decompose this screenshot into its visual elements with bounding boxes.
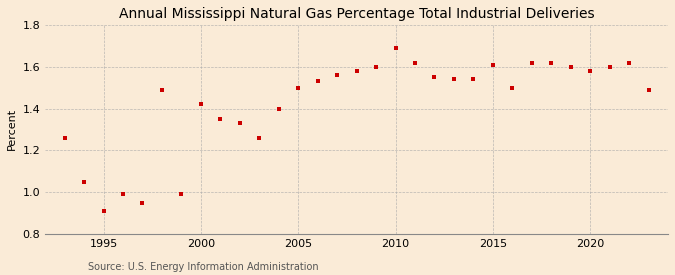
Point bbox=[585, 69, 595, 73]
Point bbox=[254, 136, 265, 140]
Point bbox=[79, 180, 90, 184]
Point bbox=[273, 106, 284, 111]
Point bbox=[117, 192, 128, 196]
Point bbox=[448, 77, 459, 81]
Point bbox=[507, 86, 518, 90]
Point bbox=[468, 77, 479, 81]
Point bbox=[137, 200, 148, 205]
Point bbox=[234, 121, 245, 125]
Point bbox=[215, 117, 225, 121]
Point bbox=[351, 69, 362, 73]
Point bbox=[624, 60, 634, 65]
Point bbox=[487, 62, 498, 67]
Point bbox=[604, 65, 615, 69]
Point bbox=[566, 65, 576, 69]
Point bbox=[293, 86, 304, 90]
Text: Source: U.S. Energy Information Administration: Source: U.S. Energy Information Administ… bbox=[88, 262, 319, 272]
Y-axis label: Percent: Percent bbox=[7, 108, 17, 150]
Point bbox=[176, 192, 187, 196]
Point bbox=[157, 87, 167, 92]
Point bbox=[390, 46, 401, 50]
Title: Annual Mississippi Natural Gas Percentage Total Industrial Deliveries: Annual Mississippi Natural Gas Percentag… bbox=[119, 7, 595, 21]
Point bbox=[98, 209, 109, 213]
Point bbox=[371, 65, 381, 69]
Point bbox=[546, 60, 557, 65]
Point bbox=[410, 60, 421, 65]
Point bbox=[196, 102, 207, 106]
Point bbox=[313, 79, 323, 84]
Point bbox=[526, 60, 537, 65]
Point bbox=[643, 87, 654, 92]
Point bbox=[429, 75, 440, 79]
Point bbox=[59, 136, 70, 140]
Point bbox=[331, 73, 342, 77]
